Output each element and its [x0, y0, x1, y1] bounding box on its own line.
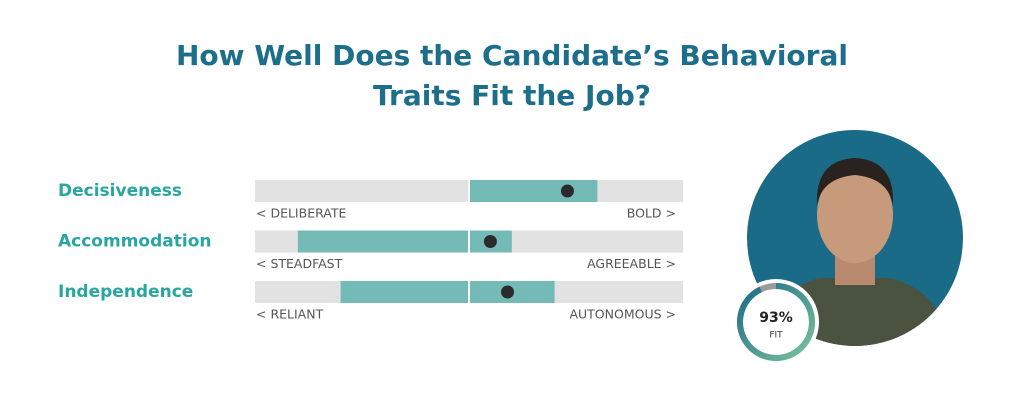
score-dot — [560, 184, 574, 198]
score-dot — [483, 235, 497, 248]
title-line: How Well Does the Candidate’s Behavioral — [176, 39, 848, 72]
trait-name: Independence — [58, 282, 193, 302]
fit-range — [340, 281, 555, 303]
title-line: Traits Fit the Job? — [373, 79, 651, 112]
fit-value: 93% — [759, 310, 793, 326]
low-label: < RELIANT — [256, 307, 324, 322]
low-label: < DELIBERATE — [256, 206, 346, 221]
fit-range — [297, 230, 512, 253]
fit-range — [469, 180, 598, 202]
high-label: AGREEABLE > — [587, 256, 676, 271]
high-label: BOLD > — [627, 206, 676, 221]
trait-name: Decisiveness — [58, 181, 182, 201]
fit-arc — [737, 283, 815, 361]
low-label: < STEADFAST — [256, 256, 343, 271]
high-label: AUTONOMOUS > — [569, 307, 676, 322]
score-dot — [501, 285, 515, 299]
ring-center — [744, 290, 808, 354]
fit-label: FIT — [769, 331, 783, 341]
trait-name: Accommodation — [58, 232, 211, 252]
